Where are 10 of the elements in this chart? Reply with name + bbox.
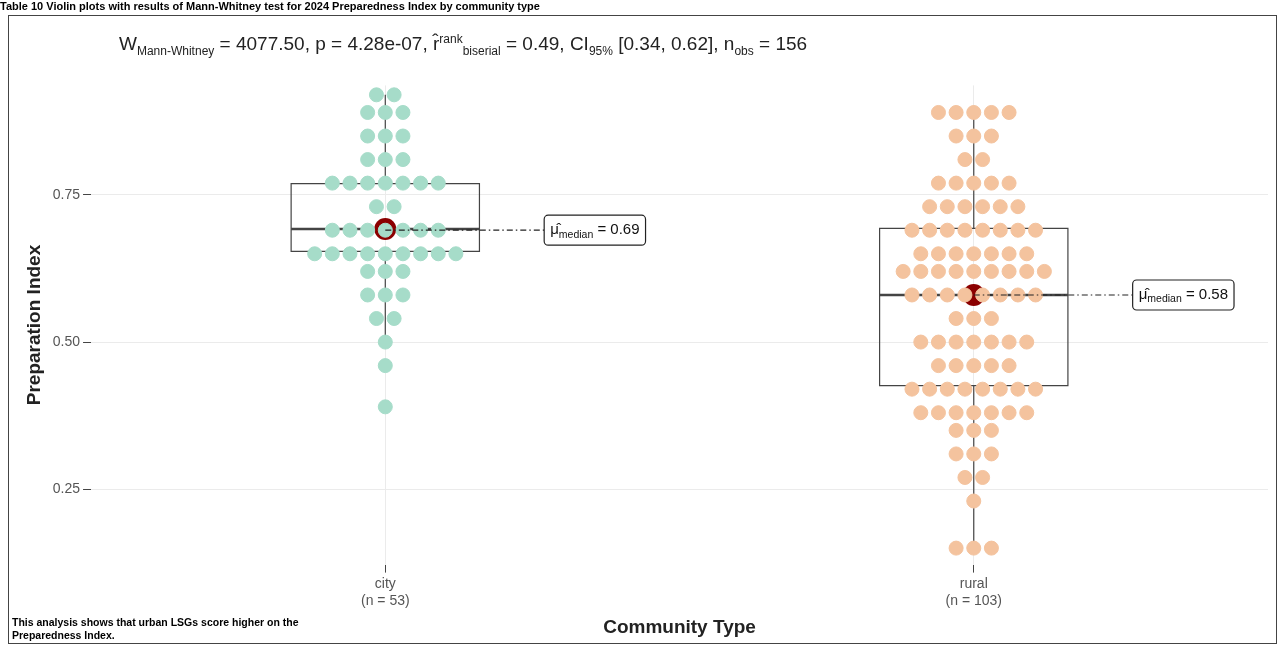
chart-title: W$_{Mann-Whitney}$ = 4077.50, p = 4.28e-07, r̂$^{rank}$$_{biserial}$ = 0.49, CI$_{95%}$ [0.34, 0.62], n$_{obs}$ = 156 bbox=[119, 32, 808, 59]
x-tick-label: city (n = 53) bbox=[360, 574, 410, 608]
y-tick-label: 0.50 bbox=[52, 332, 81, 349]
text: This analysis shows that urban LSGs score higher on the Preparedness Index. bbox=[12, 616, 312, 642]
x-tick-label: rural (n = 103) bbox=[945, 574, 1002, 608]
y-tick-label: 0.75 bbox=[52, 185, 81, 202]
caption: Table 10 Violin plots with results of Mann-Whitney test for 2024 Preparedness Index by community type bbox=[0, 0, 540, 12]
y-axis-title: Preparation Index bbox=[22, 244, 44, 406]
y-tick-label: 0.25 bbox=[52, 480, 81, 497]
x-axis-title: Community Type bbox=[603, 615, 756, 637]
